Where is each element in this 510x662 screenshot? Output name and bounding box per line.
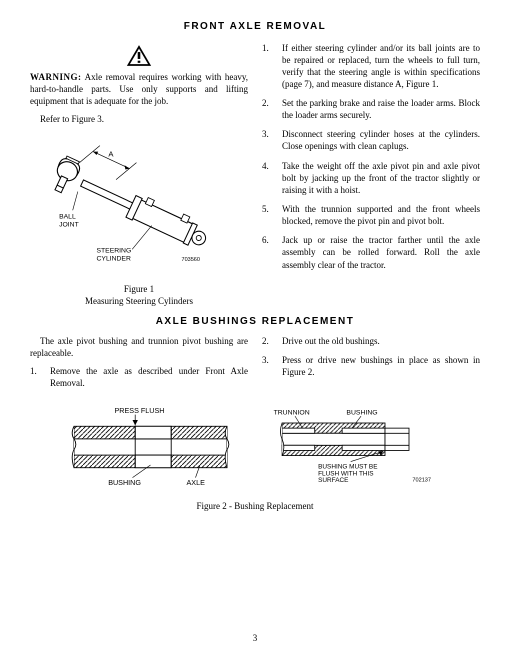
svg-text:PRESS FLUSH: PRESS FLUSH	[115, 406, 165, 415]
step-text: Remove the axle as described under Front…	[50, 365, 248, 389]
step-text: Drive out the old bushings.	[282, 335, 480, 347]
svg-text:TRUNNION: TRUNNION	[274, 410, 310, 417]
step-text: With the trunnion supported and the fron…	[282, 203, 480, 227]
figure-1-caption: Figure 1 Measuring Steering Cylinders	[30, 283, 248, 307]
svg-text:BALLJOINT: BALLJOINT	[59, 214, 79, 229]
svg-text:703560: 703560	[181, 257, 199, 263]
figure-2-row: PRESS FLUSH BUSHING AXLE TRUNNION BUSHIN…	[30, 402, 480, 492]
svg-text:702137: 702137	[412, 478, 431, 484]
section2-right-steps: 2.Drive out the old bushings. 3.Press or…	[262, 335, 480, 378]
section2-intro: The axle pivot bushing and trunnion pivo…	[30, 335, 248, 359]
section2-title: AXLE BUSHINGS REPLACEMENT	[30, 315, 480, 329]
step-text: Jack up or raise the tractor farther unt…	[282, 234, 480, 270]
section1-steps: 1.If either steering cylinder and/or its…	[262, 42, 480, 271]
section2-right-col: 2.Drive out the old bushings. 3.Press or…	[262, 335, 480, 397]
step-text: Take the weight off the axle pivot pin a…	[282, 160, 480, 196]
step-text: Set the parking brake and raise the load…	[282, 97, 480, 121]
section2-columns: The axle pivot bushing and trunnion pivo…	[30, 335, 480, 397]
svg-text:AXLE: AXLE	[187, 478, 206, 487]
section1-right-col: 1.If either steering cylinder and/or its…	[262, 42, 480, 314]
step-text: Disconnect steering cylinder hoses at th…	[282, 128, 480, 152]
section2-left-col: The axle pivot bushing and trunnion pivo…	[30, 335, 248, 397]
svg-text:STEERINGCYLINDER: STEERINGCYLINDER	[97, 248, 132, 263]
svg-text:BUSHING: BUSHING	[108, 478, 141, 487]
figure-2-caption: Figure 2 - Bushing Replacement	[30, 500, 480, 512]
warning-label: WARNING:	[30, 72, 82, 82]
warning-triangle-icon	[126, 44, 152, 67]
warning-paragraph: WARNING: Axle removal requires working w…	[30, 71, 248, 107]
page-number: 3	[0, 632, 510, 644]
refer-text: Refer to Figure 3.	[30, 113, 248, 125]
figure-1-cylinder-diagram: A BALLJOINT STEERINGCYLINDER 703560	[54, 131, 224, 281]
svg-text:BUSHING: BUSHING	[346, 410, 377, 417]
step-text: Press or drive new bushings in place as …	[282, 354, 480, 378]
svg-text:A: A	[108, 150, 114, 159]
section1-title: FRONT AXLE REMOVAL	[30, 20, 480, 34]
section2-left-steps: 1.Remove the axle as described under Fro…	[30, 365, 248, 389]
step-text: If either steering cylinder and/or its b…	[282, 42, 480, 91]
figure-2-trunnion-diagram: TRUNNION BUSHING BUSHING MUST BEFLUSH WI…	[265, 402, 445, 492]
svg-text:BUSHING MUST BEFLUSH WITH THIS: BUSHING MUST BEFLUSH WITH THISSURFACE	[318, 464, 377, 485]
section1-columns: WARNING: Axle removal requires working w…	[30, 42, 480, 314]
figure-2-axle-diagram: PRESS FLUSH BUSHING AXLE	[65, 402, 245, 492]
section1-left-col: WARNING: Axle removal requires working w…	[30, 42, 248, 314]
